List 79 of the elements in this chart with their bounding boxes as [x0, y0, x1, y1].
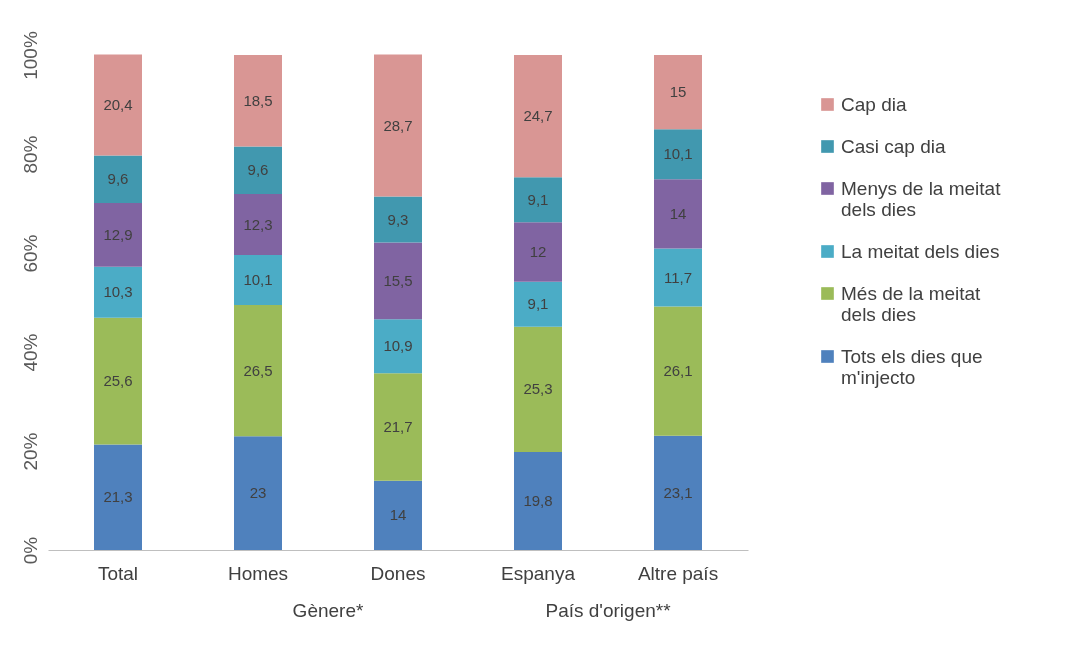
y-tick-label: 60% [19, 234, 41, 273]
data-label: 12,9 [103, 225, 133, 243]
bar [374, 54, 422, 197]
data-label: 9,1 [527, 295, 549, 313]
bar [514, 451, 562, 550]
bar [94, 203, 142, 267]
bar [234, 304, 282, 437]
bar [234, 436, 282, 550]
data-label: 21,3 [103, 488, 133, 506]
bar [234, 254, 282, 305]
bar [654, 435, 702, 550]
bar [514, 281, 562, 327]
y-tick-label: 20% [19, 432, 41, 471]
bar [514, 222, 562, 282]
data-label: 19,8 [523, 491, 553, 509]
data-label: 26,5 [243, 361, 273, 379]
bar [654, 306, 702, 436]
data-label: 12,3 [243, 215, 273, 233]
bar [234, 146, 282, 195]
bar [374, 373, 422, 481]
data-label: 21,7 [383, 417, 413, 435]
bar [514, 326, 562, 452]
data-label: 25,6 [103, 372, 133, 390]
bar [514, 55, 562, 178]
bar [654, 179, 702, 249]
data-label: 14 [669, 204, 687, 222]
bar [94, 54, 142, 156]
text: País d'origen** [545, 600, 672, 621]
data-label: 9,6 [247, 161, 269, 179]
x-tick-label: Dones [370, 562, 426, 584]
legend-label: Casi cap dia [841, 135, 946, 157]
data-label: 15,5 [383, 271, 413, 289]
data-label: 9,1 [527, 190, 549, 208]
bar [94, 155, 142, 203]
data-label: 23 [249, 484, 267, 502]
bar [234, 194, 282, 255]
x-tick-label: Espanya [501, 562, 576, 584]
legend-label: Menys de la meitat dels dies [841, 177, 1002, 220]
data-label: 9,6 [107, 170, 129, 188]
data-label: 18,5 [243, 91, 273, 109]
data-label: 23,1 [663, 483, 693, 501]
legend-label: Cap dia [841, 93, 907, 115]
bar [654, 129, 702, 180]
bar [654, 55, 702, 130]
data-label: 10,1 [663, 145, 693, 163]
data-label: 10,9 [383, 337, 413, 355]
data-label: 15 [669, 83, 687, 101]
bar [374, 196, 422, 243]
legend-label: Més de la meitat dels dies [841, 282, 982, 325]
text: Gènere* [292, 600, 364, 621]
data-label: 9,3 [387, 210, 409, 228]
bar [94, 444, 142, 550]
data-label: 14 [389, 506, 407, 524]
x-tick-label: Altre país [637, 562, 719, 584]
bar [374, 319, 422, 374]
data-label: 25,3 [523, 380, 553, 398]
data-label: 26,1 [663, 362, 693, 380]
bar [654, 248, 702, 307]
bar [94, 317, 142, 445]
bar [374, 480, 422, 550]
bar [514, 177, 562, 223]
y-tick-label: 40% [19, 333, 41, 372]
bar [94, 266, 142, 318]
x-tick-label: Homes [227, 562, 289, 584]
data-label: 10,3 [103, 283, 133, 301]
x-tick-label: Total [97, 562, 139, 584]
data-label: 12 [529, 243, 547, 261]
legend-label: La meitat dels dies [841, 240, 1000, 262]
data-label: 28,7 [383, 116, 413, 134]
legend-label: Tots els dies que m'injecto [841, 345, 983, 388]
data-label: 24,7 [523, 107, 553, 125]
data-label: 11,7 [663, 268, 693, 286]
data-label: 20,4 [103, 95, 133, 113]
y-tick-label: 80% [19, 135, 41, 174]
data-label: 10,1 [243, 270, 273, 288]
y-tick-label: 0% [19, 536, 41, 565]
bar [374, 242, 422, 320]
y-tick-label: 100% [19, 31, 41, 80]
bar [234, 55, 282, 147]
